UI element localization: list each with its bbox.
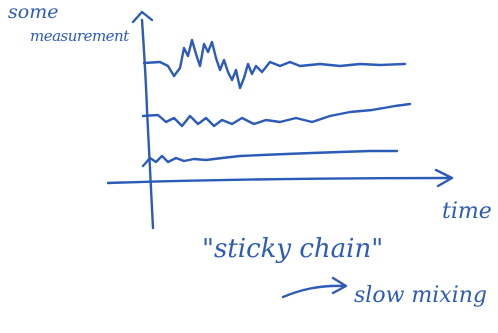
trace-sticky-chain <box>142 38 407 90</box>
x-axis-arrowhead <box>434 168 454 188</box>
caption-sticky-chain: "sticky chain" <box>202 234 384 264</box>
y-axis-label-line2: measurement <box>30 27 129 45</box>
note-arrow <box>281 284 347 299</box>
trace-medium-mixing <box>141 102 412 128</box>
y-axis-label-line1: some <box>8 1 59 23</box>
y-axis-arrowhead <box>131 10 154 24</box>
x-axis <box>106 176 452 185</box>
note-arrowhead <box>331 276 348 295</box>
x-axis-label: time <box>442 199 492 224</box>
trace-fast-mixing <box>141 149 399 168</box>
y-axis <box>140 18 155 230</box>
note-slow-mixing: slow mixing <box>354 283 487 308</box>
